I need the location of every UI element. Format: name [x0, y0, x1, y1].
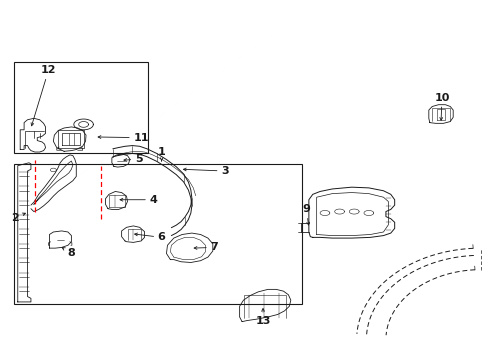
Text: 9: 9 [302, 204, 310, 225]
Text: 1: 1 [158, 147, 165, 161]
Bar [14, 62, 148, 153]
Text: 5: 5 [123, 154, 142, 164]
Text: 10: 10 [433, 93, 449, 120]
Text: 11: 11 [98, 133, 148, 143]
Text: 3: 3 [183, 166, 228, 176]
Text: 12: 12 [31, 65, 56, 126]
Text: 2: 2 [11, 213, 25, 222]
Text: 6: 6 [134, 232, 165, 242]
Text: 13: 13 [255, 309, 270, 326]
Bar [14, 164, 302, 304]
Text: 4: 4 [120, 195, 157, 205]
Text: 7: 7 [194, 242, 218, 252]
Text: 8: 8 [62, 248, 75, 258]
